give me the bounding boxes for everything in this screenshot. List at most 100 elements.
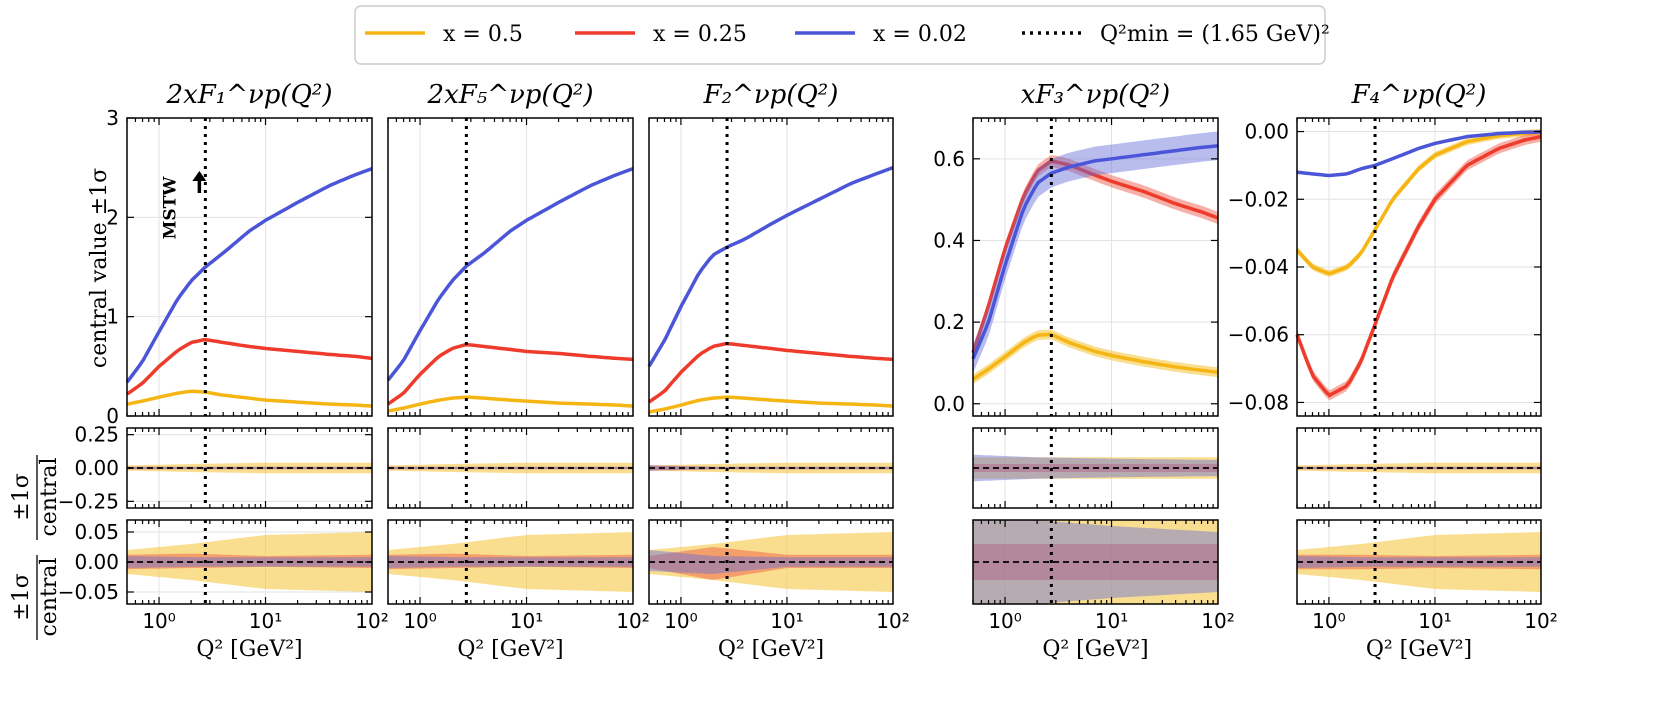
series-line-F2-x05: [648, 395, 894, 414]
panel-F2: F₂^νp(Q²) 10⁰ 10¹ 10² Q² [GeV²]: [647, 80, 910, 662]
x-tick-label-F1: 10⁰: [142, 609, 175, 633]
series-line-F3-x05: [972, 332, 1219, 381]
frame-r2-F2: [648, 519, 894, 605]
series-line-F3-x025: [971, 159, 1219, 354]
series-line-F4-x002: [1296, 130, 1542, 178]
x-tick-label-F4: 10⁰: [1312, 609, 1345, 633]
x-axis-label-F4: Q² [GeV²]: [1366, 637, 1472, 662]
ratio-label-num-2: ±1σ: [9, 573, 34, 620]
frame-main-F5: [387, 117, 634, 417]
y-tick-label-r1-F1: 0.00: [74, 456, 119, 480]
legend-label-x05: x = 0.5: [443, 22, 523, 47]
y-tick-label-main-F4: −0.02: [1228, 187, 1289, 211]
x-tick-label-F3: 10¹: [1095, 609, 1128, 633]
y-tick-label-r1-F1: 0.25: [74, 423, 119, 447]
frame-r1-F2: [648, 427, 894, 509]
series-line-F3-x002: [971, 144, 1219, 360]
y-tick-label-main-F3: 0.4: [933, 228, 965, 252]
y-tick-label-r2-F1: 0.00: [74, 550, 119, 574]
panel-F3: xF₃^νp(Q²) 0.0 0.2 0.4 0.6 10⁰ 10¹ 10² Q² [GeV²]: [933, 80, 1235, 662]
series-line-F4-x025: [1295, 134, 1542, 398]
frame-r2-F3: [972, 519, 1219, 605]
x-tick-label-F2: 10¹: [770, 609, 803, 633]
frame-r1-F5: [387, 427, 634, 509]
series-line-F2-x025: [647, 341, 894, 404]
y-tick-label-main-F1: 3: [106, 106, 119, 130]
ratio-label-num-1: ±1σ: [9, 473, 34, 520]
x-tick-label-F4: 10²: [1524, 609, 1557, 633]
mstw-arrow-head: [192, 171, 207, 181]
y-tick-label-r1-F1: −0.25: [58, 489, 119, 513]
x-tick-label-F5: 10²: [616, 609, 649, 633]
x-tick-label-F5: 10⁰: [403, 609, 436, 633]
panel-F4: F₄^νp(Q²) 0.00 −0.02 −0.04 −0.06 −0.08 10⁰ 10¹ 1…: [1228, 80, 1558, 662]
y-tick-label-main-F3: 0.0: [933, 392, 965, 416]
panel-title-F1: 2xF₁^νp(Q²): [166, 80, 333, 110]
legend: x = 0.5 x = 0.25 x = 0.02 Q²min = (1.65 …: [354, 5, 1330, 65]
y-tick-label-main-F4: −0.04: [1228, 255, 1289, 279]
y-tick-label-main-F1: 1: [106, 305, 119, 329]
frame-r1-F4: [1296, 427, 1542, 509]
x-tick-label-F1: 10¹: [249, 609, 282, 633]
x-axis-label-F2: Q² [GeV²]: [718, 637, 824, 662]
x-tick-label-F3: 10⁰: [988, 609, 1021, 633]
y-tick-label-main-F4: −0.08: [1228, 390, 1289, 414]
y-tick-label-r2-F1: 0.05: [74, 520, 119, 544]
panel-title-F3: xF₃^νp(Q²): [1021, 80, 1170, 110]
series-line-F1-x025: [126, 337, 373, 396]
series-line-F4-x05: [1295, 130, 1542, 276]
series-line-F5-x025: [386, 342, 634, 406]
x-tick-label-F3: 10²: [1201, 609, 1234, 633]
series-line-F2-x002: [647, 166, 894, 368]
band-F2-x002: [649, 166, 893, 368]
legend-label-qmin: Q²min = (1.65 GeV)²: [1100, 22, 1330, 47]
panels: 2xF₁^νp(Q²) 0 1 2 3 0.25 0.00 −0.25 0.05 0.00 −0.0…: [58, 80, 1558, 662]
frame-r1-F1: [126, 427, 373, 509]
x-tick-label-F2: 10⁰: [664, 609, 697, 633]
series-line-F1-x05: [126, 389, 373, 408]
y-tick-label-main-F4: 0.00: [1244, 120, 1289, 144]
x-tick-label-F5: 10¹: [510, 609, 543, 633]
panel-F1: 2xF₁^νp(Q²) 0 1 2 3 0.25 0.00 −0.25 0.05 0.00 −0.0…: [58, 80, 389, 662]
ratio-label-den-1: central: [37, 457, 62, 536]
band-F5-x025: [388, 343, 633, 406]
mstw-annotation: MSTW: [160, 176, 180, 240]
y-tick-label-main-F3: 0.2: [933, 310, 965, 334]
y-tick-label-main-F3: 0.6: [933, 147, 965, 171]
x-axis-label-F5: Q² [GeV²]: [457, 637, 563, 662]
x-tick-label-F1: 10²: [355, 609, 388, 633]
legend-label-x002: x = 0.02: [873, 22, 967, 47]
y-tick-label-main-F1: 2: [106, 205, 119, 229]
ratio-band-r2-F2-x025: [649, 547, 893, 580]
frame-r1-F3: [972, 427, 1219, 509]
band-F3-x05: [973, 329, 1218, 385]
ratio-label-den-2: central: [37, 557, 62, 636]
panel-title-F5: 2xF₅^νp(Q²): [427, 80, 594, 110]
frame-r2-F5: [387, 519, 634, 605]
frame-main-F2: [648, 117, 894, 417]
series-line-F1-x002: [125, 167, 373, 384]
y-tick-label-main-F4: −0.06: [1228, 323, 1289, 347]
y-tick-label-r2-F1: −0.05: [58, 580, 119, 604]
frame-main-F4: [1296, 117, 1542, 417]
frame-r2-F4: [1296, 519, 1542, 605]
legend-frame: [354, 5, 1326, 65]
frame-r2-F1: [126, 519, 373, 605]
x-axis-label-F3: Q² [GeV²]: [1042, 637, 1148, 662]
x-tick-label-F2: 10²: [876, 609, 909, 633]
panel-title-F2: F₂^νp(Q²): [703, 80, 839, 110]
frame-main-F1: [126, 117, 373, 417]
legend-label-x025: x = 0.25: [653, 22, 747, 47]
panel-F5: 2xF₅^νp(Q²) 10⁰ 10¹ 10² Q² [GeV²]: [386, 80, 650, 662]
panel-title-F4: F₄^νp(Q²): [1351, 80, 1487, 110]
band-F2-x025: [649, 342, 893, 404]
series-line-F5-x002: [386, 167, 634, 382]
frame-main-F3: [972, 117, 1219, 417]
y-tick-label-main-F1: 0: [106, 404, 119, 428]
x-axis-label-F1: Q² [GeV²]: [196, 637, 302, 662]
y-axis-label-main: central value ±1σ: [87, 168, 112, 368]
x-tick-label-F4: 10¹: [1418, 609, 1451, 633]
band-F4-x025: [1297, 131, 1541, 401]
series-line-F5-x05: [387, 395, 634, 413]
